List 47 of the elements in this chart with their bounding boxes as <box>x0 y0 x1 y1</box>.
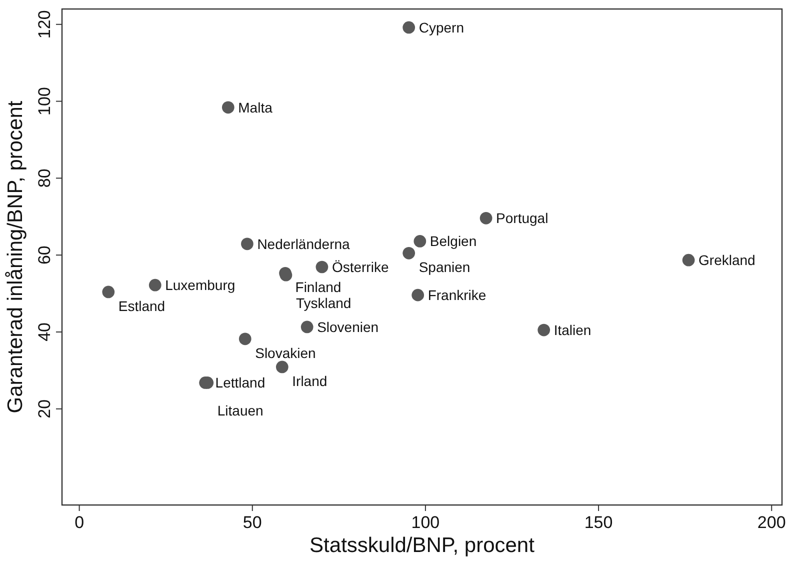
x-tick-label: 150 <box>584 513 613 532</box>
annotation: Tyskland <box>296 295 352 312</box>
point <box>414 235 426 248</box>
annotation: Österrike <box>332 258 389 275</box>
annotation: Slovenien <box>317 318 379 335</box>
point <box>241 238 254 250</box>
annotation: Nederländerna <box>257 236 350 252</box>
point <box>480 212 492 224</box>
annotation: Estland <box>118 298 166 314</box>
x-axis-title: Statsskuld/BNP, procent <box>310 534 535 557</box>
x-tick-label: 100 <box>411 513 440 532</box>
annotation: Lettland <box>215 374 266 391</box>
y-tick-label: 80 <box>35 168 54 188</box>
point <box>412 288 424 302</box>
y-tick-label: 60 <box>35 246 54 265</box>
point <box>276 360 288 374</box>
annotation: Grekland <box>698 252 756 268</box>
point <box>238 332 252 346</box>
y-tick-label: 20 <box>35 399 54 418</box>
point <box>148 278 162 292</box>
annotation: Finland <box>295 279 342 296</box>
x-tick-label: 200 <box>757 513 786 532</box>
point <box>102 286 115 298</box>
point <box>682 254 695 266</box>
x-tick-label: 50 <box>242 513 262 532</box>
point <box>316 260 328 274</box>
annotation: Litauen <box>217 402 264 419</box>
annotation: Italien <box>554 322 592 338</box>
annotation: Slovakien <box>255 344 316 361</box>
y-tick-label: 120 <box>35 10 54 39</box>
x-tick-label: 0 <box>74 513 84 532</box>
y-tick-label: 40 <box>35 322 54 342</box>
annotation: Spanien <box>418 259 470 276</box>
point <box>538 324 550 336</box>
annotation: Belgien <box>430 233 477 250</box>
annotation: Irland <box>292 372 328 389</box>
annotation: Portugal <box>496 210 548 226</box>
point <box>222 101 234 114</box>
annotation: Luxemburg <box>165 277 236 294</box>
point <box>402 246 416 260</box>
annotation: Frankrike <box>428 287 486 304</box>
y-axis-title: Garanterad inlåning/BNP, procent <box>4 100 27 414</box>
point <box>402 21 416 34</box>
y-tick-label: 100 <box>35 87 54 116</box>
annotation: Cypern <box>418 19 464 36</box>
point <box>300 320 314 334</box>
annotation: Malta <box>238 99 273 116</box>
